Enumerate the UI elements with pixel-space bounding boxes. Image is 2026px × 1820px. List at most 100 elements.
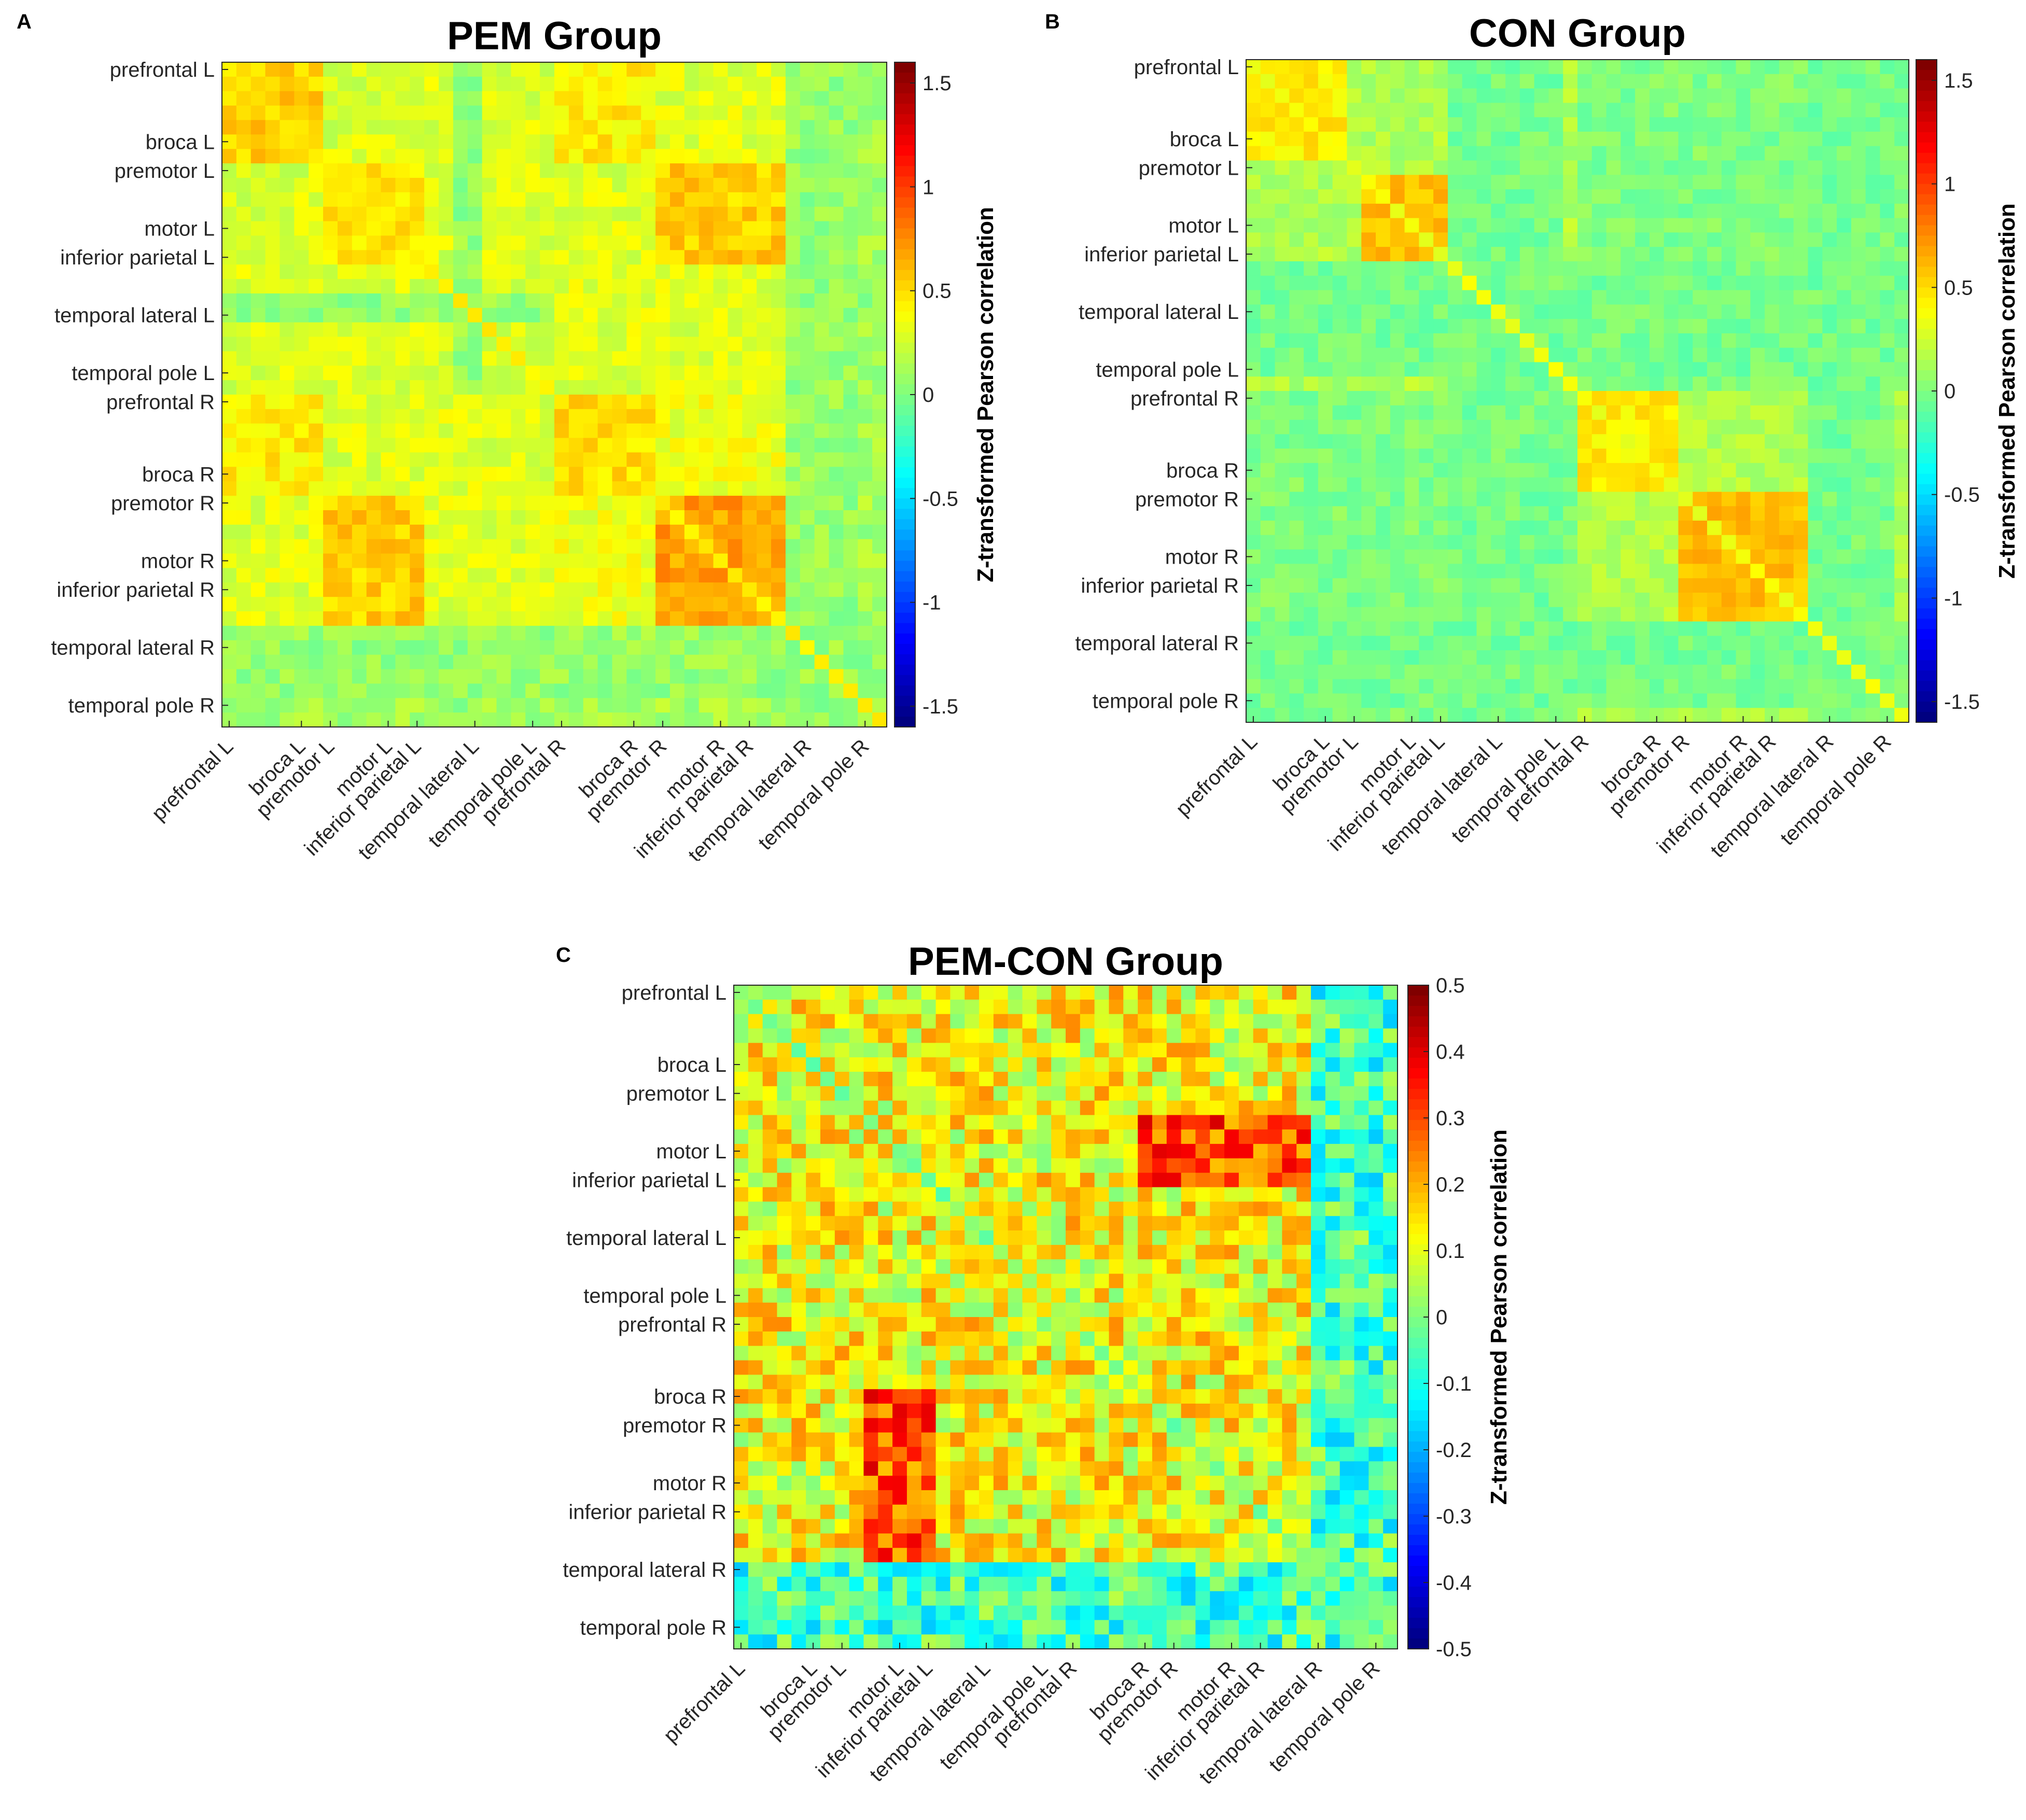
heatmap-cell	[583, 77, 598, 91]
heatmap-cell	[670, 163, 684, 178]
heatmap-cell	[626, 669, 641, 684]
heatmap-cell	[742, 568, 757, 582]
heatmap-cell	[858, 452, 872, 467]
heatmap-cell	[641, 366, 655, 380]
heatmap-cell	[1383, 1115, 1398, 1129]
heatmap-cell	[569, 337, 583, 352]
heatmap-cell	[598, 235, 612, 250]
heatmap-cell	[1794, 276, 1808, 290]
heatmap-cell	[1880, 117, 1894, 132]
heatmap-cell	[684, 452, 699, 467]
heatmap-cell	[815, 525, 829, 539]
heatmap-cell	[1606, 132, 1621, 146]
heatmap-cell	[791, 1101, 806, 1115]
heatmap-cell	[1650, 693, 1664, 708]
heatmap-cell	[1866, 535, 1880, 550]
heatmap-cell	[1405, 319, 1419, 333]
heatmap-cell	[1405, 261, 1419, 276]
heatmap-cell	[1261, 89, 1275, 103]
heatmap-cell	[1750, 665, 1765, 679]
heatmap-cell	[1275, 708, 1290, 722]
heatmap-cell	[684, 337, 699, 352]
heatmap-cell	[786, 611, 800, 626]
heatmap-cell	[626, 496, 641, 510]
heatmap-cell	[1246, 506, 1261, 521]
heatmap-cell	[728, 597, 742, 611]
heatmap-cell	[1577, 89, 1592, 103]
heatmap-cell	[1333, 492, 1347, 506]
heatmap-cell	[1822, 420, 1837, 435]
heatmap-cell	[381, 611, 396, 626]
heatmap-cell	[684, 712, 699, 727]
heatmap-cell	[1340, 1057, 1354, 1072]
heatmap-cell	[251, 351, 266, 366]
heatmap-cell	[1304, 89, 1318, 103]
heatmap-cell	[1851, 290, 1866, 305]
heatmap-cell	[1505, 304, 1520, 319]
heatmap-cell	[1376, 362, 1390, 376]
heatmap-cell	[655, 62, 670, 77]
heatmap-cell	[1664, 492, 1679, 506]
heatmap-cell	[1333, 146, 1347, 161]
heatmap-cell	[525, 568, 540, 582]
heatmap-cell	[1678, 564, 1693, 578]
heatmap-cell	[684, 293, 699, 308]
heatmap-cell	[1822, 506, 1837, 521]
heatmap-cell	[699, 250, 714, 264]
heatmap-cell	[1837, 506, 1851, 521]
heatmap-cell	[820, 1000, 835, 1014]
heatmap-cell	[598, 539, 612, 554]
heatmap-cell	[598, 250, 612, 264]
heatmap-cell	[626, 481, 641, 496]
heatmap-cell	[1866, 160, 1880, 175]
heatmap-cell	[1894, 492, 1909, 506]
heatmap-cell	[1635, 319, 1650, 333]
heatmap-cell	[381, 308, 396, 323]
heatmap-cell	[626, 626, 641, 640]
heatmap-cell	[280, 293, 294, 308]
heatmap-cell	[1253, 1014, 1268, 1029]
heatmap-cell	[1693, 232, 1707, 247]
heatmap-cell	[815, 698, 829, 712]
heatmap-cell	[266, 134, 280, 149]
heatmap-cell	[468, 235, 482, 250]
heatmap-cell	[1548, 204, 1563, 218]
heatmap-cell	[1520, 478, 1534, 492]
heatmap-cell	[1693, 434, 1707, 449]
heatmap-cell	[1851, 146, 1866, 161]
heatmap-cell	[309, 293, 323, 308]
heatmap-cell	[771, 467, 786, 481]
heatmap-cell	[1282, 1057, 1296, 1072]
heatmap-cell	[612, 409, 626, 424]
heatmap-cell	[1275, 348, 1290, 362]
heatmap-cell	[1051, 1086, 1066, 1101]
heatmap-cell	[1289, 391, 1304, 405]
con-heatmap-cells	[1246, 60, 1909, 723]
heatmap-cell	[294, 62, 309, 77]
heatmap-cell	[410, 207, 424, 221]
heatmap-cell	[338, 640, 352, 655]
heatmap-cell	[907, 1072, 921, 1086]
heatmap-cell	[1678, 521, 1693, 535]
heatmap-cell	[1794, 232, 1808, 247]
heatmap-cell	[1520, 304, 1534, 319]
heatmap-cell	[1722, 348, 1736, 362]
heatmap-cell	[1433, 319, 1448, 333]
heatmap-cell	[1304, 60, 1318, 74]
heatmap-cell	[1822, 319, 1837, 333]
heatmap-cell	[641, 669, 655, 684]
heatmap-cell	[266, 149, 280, 163]
heatmap-cell	[1109, 1115, 1123, 1129]
heatmap-cell	[1620, 319, 1635, 333]
heatmap-cell	[266, 640, 280, 655]
heatmap-cell	[1736, 89, 1751, 103]
heatmap-cell	[1837, 276, 1851, 290]
heatmap-cell	[1390, 276, 1405, 290]
heatmap-cell	[1779, 434, 1794, 449]
heatmap-cell	[1808, 89, 1823, 103]
heatmap-cell	[1361, 89, 1376, 103]
heatmap-cell	[1304, 276, 1318, 290]
heatmap-cell	[367, 597, 381, 611]
heatmap-cell	[367, 351, 381, 366]
heatmap-cell	[728, 264, 742, 279]
